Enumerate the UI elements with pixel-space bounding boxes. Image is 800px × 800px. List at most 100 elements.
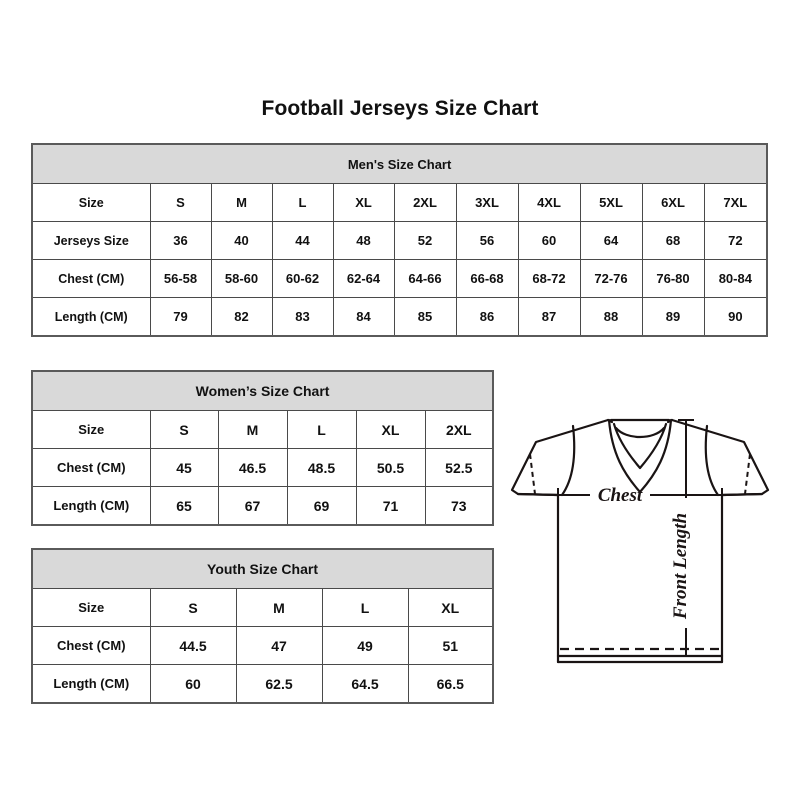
womens-col-header-m: M <box>217 410 288 449</box>
youth-cell: 62.5 <box>235 664 323 704</box>
womens-section-title: Women’s Size Chart <box>31 370 494 411</box>
mens-cell: 79 <box>149 297 212 337</box>
mens-cell: 89 <box>641 297 705 337</box>
womens-cell: 46.5 <box>217 448 288 487</box>
mens-cell: 60-62 <box>271 259 334 298</box>
sleeve-hem-dash-left <box>529 453 536 495</box>
womens-cell: 48.5 <box>286 448 357 487</box>
table-row: Length (CM) 65 67 69 71 73 <box>31 486 494 526</box>
womens-col-header-s: S <box>149 410 219 449</box>
youth-row-label-chest: Chest (CM) <box>31 626 151 665</box>
mens-cell: 83 <box>271 297 334 337</box>
table-row: Length (CM) 79 82 83 84 85 86 87 88 89 9… <box>31 297 768 337</box>
table-row: Chest (CM) 56-58 58-60 60-62 62-64 64-66… <box>31 259 768 298</box>
mens-cell: 40 <box>210 221 273 260</box>
mens-col-header-4xl: 4XL <box>517 183 581 222</box>
womens-col-header-2xl: 2XL <box>424 410 494 449</box>
mens-col-header-l: L <box>271 183 334 222</box>
table-row: Chest (CM) 45 46.5 48.5 50.5 52.5 <box>31 448 494 487</box>
mens-cell: 68 <box>641 221 705 260</box>
youth-cell: 44.5 <box>149 626 237 665</box>
mens-cell: 72-76 <box>579 259 643 298</box>
mens-col-header-5xl: 5XL <box>579 183 643 222</box>
youth-cell: 49 <box>321 626 409 665</box>
youth-row-label-length: Length (CM) <box>31 664 151 704</box>
mens-col-header-7xl: 7XL <box>703 183 768 222</box>
mens-cell: 80-84 <box>703 259 768 298</box>
mens-col-header-m: M <box>210 183 273 222</box>
youth-cell: 64.5 <box>321 664 409 704</box>
front-length-measure-line <box>678 419 694 657</box>
mens-cell: 44 <box>271 221 334 260</box>
youth-section-title: Youth Size Chart <box>31 548 494 589</box>
mens-cell: 52 <box>393 221 457 260</box>
mens-col-header-3xl: 3XL <box>455 183 519 222</box>
mens-row-label-jerseys-size: Jerseys Size <box>31 221 151 260</box>
tshirt-outline-icon <box>510 418 770 664</box>
mens-cell: 85 <box>393 297 457 337</box>
chest-measure-label: Chest <box>598 485 643 506</box>
mens-cell: 58-60 <box>210 259 273 298</box>
table-row: Jerseys Size 36 40 44 48 52 56 60 64 68 … <box>31 221 768 260</box>
mens-col-header-xl: XL <box>332 183 395 222</box>
youth-section-title-row: Youth Size Chart <box>31 548 494 589</box>
womens-cell: 69 <box>286 486 357 526</box>
womens-cell: 65 <box>149 486 219 526</box>
womens-cell: 73 <box>424 486 494 526</box>
mens-cell: 48 <box>332 221 395 260</box>
womens-col-header-l: L <box>286 410 357 449</box>
youth-col-header-size: Size <box>31 588 151 627</box>
mens-size-table: Men's Size Chart Size S M L XL 2XL 3XL 4… <box>31 143 769 337</box>
mens-cell: 86 <box>455 297 519 337</box>
page-title: Football Jerseys Size Chart <box>261 97 539 120</box>
mens-section-title: Men's Size Chart <box>31 143 768 184</box>
mens-col-header-6xl: 6XL <box>641 183 705 222</box>
table-row: Chest (CM) 44.5 47 49 51 <box>31 626 494 665</box>
mens-row-label-chest: Chest (CM) <box>31 259 151 298</box>
youth-col-header-xl: XL <box>407 588 494 627</box>
mens-cell: 84 <box>332 297 395 337</box>
mens-cell: 60 <box>517 221 581 260</box>
womens-cell: 52.5 <box>424 448 494 487</box>
womens-cell: 45 <box>149 448 219 487</box>
mens-section-title-row: Men's Size Chart <box>31 143 768 184</box>
mens-cell: 90 <box>703 297 768 337</box>
mens-col-header-s: S <box>149 183 212 222</box>
youth-cell: 60 <box>149 664 237 704</box>
youth-size-table: Youth Size Chart Size S M L XL Chest (CM… <box>31 548 494 704</box>
table-row: Length (CM) 60 62.5 64.5 66.5 <box>31 664 494 704</box>
mens-col-header-2xl: 2XL <box>393 183 457 222</box>
mens-cell: 72 <box>703 221 768 260</box>
mens-row-label-length: Length (CM) <box>31 297 151 337</box>
womens-header-row: Size S M L XL 2XL <box>31 410 494 449</box>
mens-cell: 88 <box>579 297 643 337</box>
mens-header-row: Size S M L XL 2XL 3XL 4XL 5XL 6XL 7XL <box>31 183 768 222</box>
mens-cell: 68-72 <box>517 259 581 298</box>
mens-cell: 36 <box>149 221 212 260</box>
womens-section-title-row: Women’s Size Chart <box>31 370 494 411</box>
youth-col-header-s: S <box>149 588 237 627</box>
mens-cell: 56-58 <box>149 259 212 298</box>
youth-col-header-l: L <box>321 588 409 627</box>
sleeve-hem-dash-right <box>744 453 751 495</box>
youth-cell: 47 <box>235 626 323 665</box>
womens-row-label-length: Length (CM) <box>31 486 151 526</box>
mens-col-header-size: Size <box>31 183 151 222</box>
mens-cell: 62-64 <box>332 259 395 298</box>
womens-cell: 50.5 <box>355 448 426 487</box>
mens-cell: 76-80 <box>641 259 705 298</box>
womens-size-table: Women’s Size Chart Size S M L XL 2XL Che… <box>31 370 495 526</box>
mens-cell: 82 <box>210 297 273 337</box>
womens-cell: 71 <box>355 486 426 526</box>
jersey-measurement-diagram: Chest Front Length <box>500 398 780 698</box>
mens-cell: 64 <box>579 221 643 260</box>
womens-row-label-chest: Chest (CM) <box>31 448 151 487</box>
youth-header-row: Size S M L XL <box>31 588 494 627</box>
mens-cell: 87 <box>517 297 581 337</box>
youth-cell: 66.5 <box>407 664 494 704</box>
mens-cell: 64-66 <box>393 259 457 298</box>
womens-col-header-xl: XL <box>355 410 426 449</box>
mens-cell: 56 <box>455 221 519 260</box>
front-length-measure-label: Front Length <box>670 513 691 620</box>
youth-col-header-m: M <box>235 588 323 627</box>
